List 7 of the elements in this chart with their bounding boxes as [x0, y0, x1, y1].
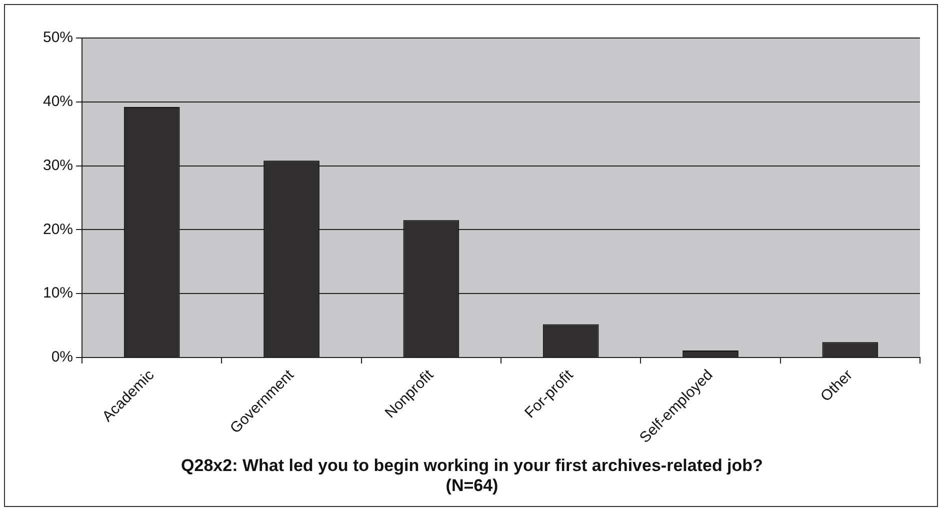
y-tick-label: 20%: [42, 220, 74, 238]
y-tick-label: 40%: [42, 93, 74, 110]
y-tick-label: 10%: [42, 284, 74, 302]
y-tick-label: 0%: [51, 348, 74, 366]
text: Q28x2: What led you to begin working in your first archives-related job? (N=64): [180, 456, 764, 496]
y-tick-label: 50%: [42, 29, 74, 46]
y-tick-label: 30%: [42, 156, 74, 174]
